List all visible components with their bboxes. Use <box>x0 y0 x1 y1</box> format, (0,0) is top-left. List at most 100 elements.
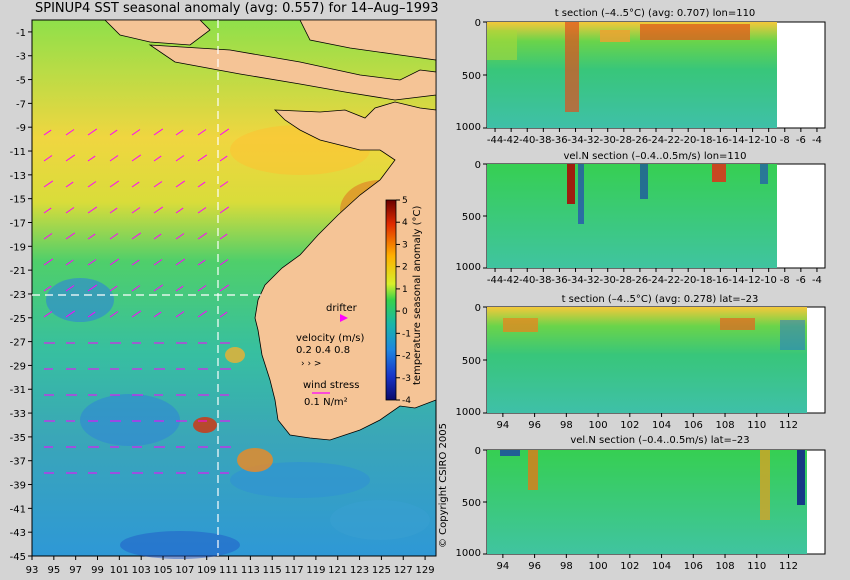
section-x-tick-label: 102 <box>620 420 639 431</box>
section-x-tick-label: -34 <box>567 275 583 286</box>
wind-arrow <box>43 285 52 292</box>
wind-arrow <box>197 181 206 188</box>
wind-arrow <box>109 155 119 162</box>
section-x-tick-label: 100 <box>589 561 608 572</box>
colorbar-tick-label: -3 <box>402 374 411 384</box>
wind-arrow <box>65 207 75 214</box>
section-x-tick-label: 98 <box>560 420 573 431</box>
section-x-tick-label: 106 <box>684 561 703 572</box>
section-3-title: t section (–4..5°C) (avg: 0.278) lat=–23 <box>562 294 759 305</box>
wind-arrow <box>219 206 230 214</box>
wind-arrow <box>43 180 54 188</box>
wind-arrow <box>43 155 53 162</box>
section-x-tick-label: -28 <box>616 275 632 286</box>
lon-tick-label: 127 <box>394 565 413 576</box>
section-depth-tick-label: 500 <box>462 498 481 509</box>
lon-tick-label: 101 <box>110 565 129 576</box>
wind-arrow <box>43 233 53 240</box>
wind-arrow <box>65 232 76 240</box>
colorbar-tick-label: 5 <box>402 196 408 206</box>
wind-arrow <box>219 311 228 318</box>
section-x-tick-label: -40 <box>519 135 535 146</box>
section-depth-tick-label: 0 <box>475 18 481 29</box>
section-x-tick-label: -42 <box>503 275 519 286</box>
lat-tick-label: -29 <box>10 361 26 372</box>
wind-arrow <box>153 128 164 136</box>
wind-arrow <box>87 155 96 162</box>
section-x-tick-label: -16 <box>712 275 728 286</box>
wind-arrow <box>131 154 142 162</box>
wind-stress-arrows <box>43 128 231 474</box>
lon-tick-label: 123 <box>350 565 369 576</box>
lon-tick-label: 129 <box>416 565 435 576</box>
lat-tick-label: -35 <box>10 433 26 444</box>
section-x-tick-label: -4 <box>812 275 822 286</box>
map-panel <box>31 19 437 559</box>
wind-arrow <box>219 233 228 240</box>
section-depth-tick-label: 0 <box>475 160 481 171</box>
section-x-tick-label: 112 <box>779 420 798 431</box>
section-x-tick-label: -22 <box>664 275 680 286</box>
wind-arrow <box>87 311 96 318</box>
velocity-legend-values: 0.2 0.4 0.8 <box>296 345 350 356</box>
section-x-tick-label: -32 <box>583 135 599 146</box>
lat-tick-label: -5 <box>16 76 26 87</box>
section-x-tick-label: 94 <box>497 420 510 431</box>
wind-arrow <box>175 207 184 214</box>
wind-arrow <box>175 233 185 240</box>
section-2-title: vel.N section (–0.4..0.5m/s) lon=110 <box>563 151 746 162</box>
section-panel-3: t section (–4..5°C) (avg: 0.278) lat=–23 <box>486 294 826 414</box>
section-x-tick-label: -30 <box>600 275 616 286</box>
wind-arrow <box>109 233 119 240</box>
lon-tick-label: 125 <box>372 565 391 576</box>
section-x-tick-label: -44 <box>487 135 503 146</box>
wind-arrow <box>87 181 97 188</box>
wind-arrow <box>219 259 229 266</box>
wind-arrow <box>109 129 118 136</box>
section-depth-tick-label: 1000 <box>456 262 481 273</box>
section-x-tick-label: -16 <box>712 135 728 146</box>
wind-arrow <box>153 181 163 188</box>
wind-arrow <box>153 284 164 292</box>
lat-tick-label: -39 <box>10 481 26 492</box>
section-x-tick-label: 104 <box>652 561 671 572</box>
lat-tick-label: -1 <box>16 28 26 39</box>
wind-arrow <box>131 181 140 188</box>
wind-arrow <box>87 233 96 240</box>
wind-legend-title: wind stress <box>303 380 359 391</box>
wind-arrow <box>43 207 52 214</box>
wind-arrow <box>43 311 53 318</box>
lat-tick-label: -33 <box>10 409 26 420</box>
wind-arrow <box>219 155 228 162</box>
section-1-title: t section (–4..5°C) (avg: 0.707) lon=110 <box>555 8 756 19</box>
lat-tick-label: -41 <box>10 504 26 515</box>
drifter-marker <box>340 314 348 322</box>
section-x-tick-label: -40 <box>519 275 535 286</box>
colorbar-label: temperature seasonal anomaly (°C) <box>412 206 423 385</box>
wind-arrow <box>153 206 164 214</box>
wind-arrow <box>197 259 206 266</box>
wind-arrow <box>131 232 142 240</box>
map-lat-ticks: -1 -3 -5 -7 -9 -11 -13 -15 -17 -19 -21 -23 -25 -27 -29… <box>10 28 32 563</box>
lat-tick-label: -25 <box>10 314 26 325</box>
lat-tick-label: -19 <box>10 242 26 253</box>
wind-arrow <box>65 310 76 318</box>
lon-tick-label: 111 <box>219 565 238 576</box>
section-x-tick-label: 110 <box>747 420 766 431</box>
lon-tick-label: 97 <box>69 565 82 576</box>
wind-arrow <box>153 311 162 318</box>
section-x-tick-label: -44 <box>487 275 503 286</box>
wind-arrow <box>219 284 230 292</box>
section-x-tick-label: -38 <box>535 275 551 286</box>
section-x-tick-label: -18 <box>696 135 712 146</box>
wind-arrow <box>65 154 76 162</box>
section-4-title: vel.N section (–0.4..0.5m/s) lat=–23 <box>570 435 749 446</box>
lon-tick-label: 99 <box>91 565 104 576</box>
lon-tick-label: 105 <box>153 565 172 576</box>
wind-arrow <box>197 129 207 136</box>
lat-tick-label: -31 <box>10 385 26 396</box>
section-x-tick-label: 98 <box>560 561 573 572</box>
section-x-tick-label: -26 <box>632 135 648 146</box>
wind-arrow <box>65 259 74 266</box>
